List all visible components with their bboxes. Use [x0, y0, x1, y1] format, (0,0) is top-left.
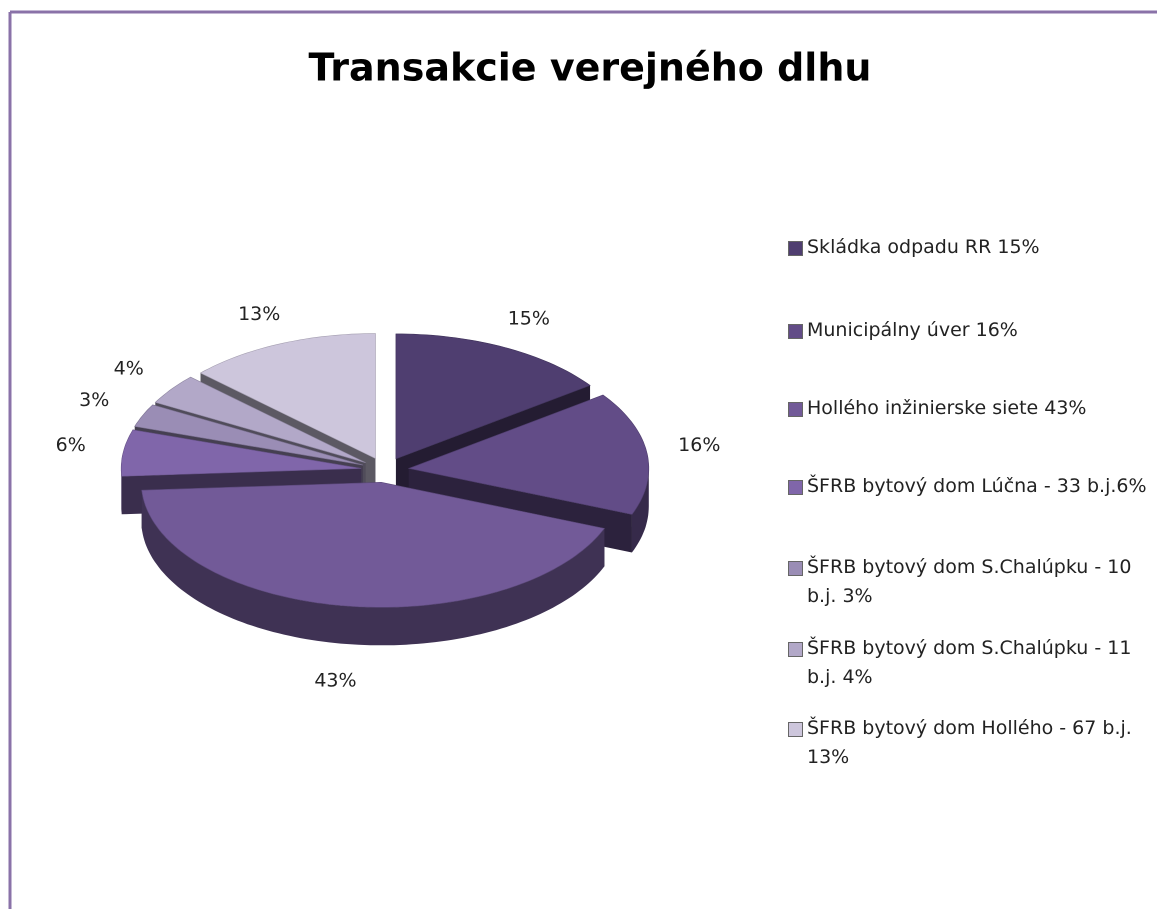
- legend-swatch: [788, 722, 803, 737]
- slice: [134, 404, 364, 466]
- data-label: 3%: [79, 389, 109, 411]
- legend-swatch: [788, 241, 803, 256]
- legend-swatch: [788, 480, 803, 495]
- data-label: 16%: [678, 434, 720, 456]
- slice: [141, 482, 605, 608]
- slice: [407, 394, 650, 515]
- legend-item: ŠFRB bytový dom S.Chalúpku - 10 b.j. 3%: [788, 553, 1153, 611]
- slice-wall: [121, 468, 122, 515]
- slice: [154, 376, 366, 463]
- data-label: 4%: [114, 358, 144, 380]
- chart-title: Transakcie verejného dlhu: [309, 46, 872, 90]
- legend-label: ŠFRB bytový dom S.Chalúpku - 10 b.j. 3%: [807, 556, 1132, 607]
- legend-swatch: [788, 402, 803, 417]
- legend-swatch: [788, 561, 803, 576]
- slice: [395, 333, 591, 460]
- pie: [120, 333, 650, 646]
- data-label: 13%: [238, 303, 280, 325]
- legend-item: ŠFRB bytový dom Hollého - 67 b.j. 13%: [788, 714, 1153, 772]
- legend-item: ŠFRB bytový dom S.Chalúpku - 11 b.j. 4%: [788, 634, 1153, 692]
- legend-item: Hollého inžinierske siete 43%: [788, 394, 1153, 423]
- legend-label: ŠFRB bytový dom Hollého - 67 b.j. 13%: [807, 717, 1132, 768]
- legend-swatch: [788, 324, 803, 339]
- legend-item: Municipálny úver 16%: [788, 316, 1153, 345]
- legend-label: Municipálny úver 16%: [807, 319, 1018, 341]
- legend-label: Skládka odpadu RR 15%: [807, 236, 1040, 258]
- legend-label: Hollého inžinierske siete 43%: [807, 397, 1087, 419]
- slice: [199, 333, 376, 460]
- data-label: 6%: [56, 434, 86, 456]
- legend-label: ŠFRB bytový dom Lúčna - 33 b.j.6%: [807, 475, 1147, 497]
- legend-label: ŠFRB bytový dom S.Chalúpku - 11 b.j. 4%: [807, 637, 1132, 688]
- legend-item: ŠFRB bytový dom Lúčna - 33 b.j.6%: [788, 472, 1153, 501]
- slice: [120, 429, 362, 477]
- slice-wall: [141, 490, 605, 646]
- slice-wall: [632, 468, 649, 553]
- legend-item: Skládka odpadu RR 15%: [788, 233, 1153, 262]
- data-label: 43%: [314, 669, 356, 691]
- legend-swatch: [788, 642, 803, 657]
- data-label: 15%: [508, 307, 550, 329]
